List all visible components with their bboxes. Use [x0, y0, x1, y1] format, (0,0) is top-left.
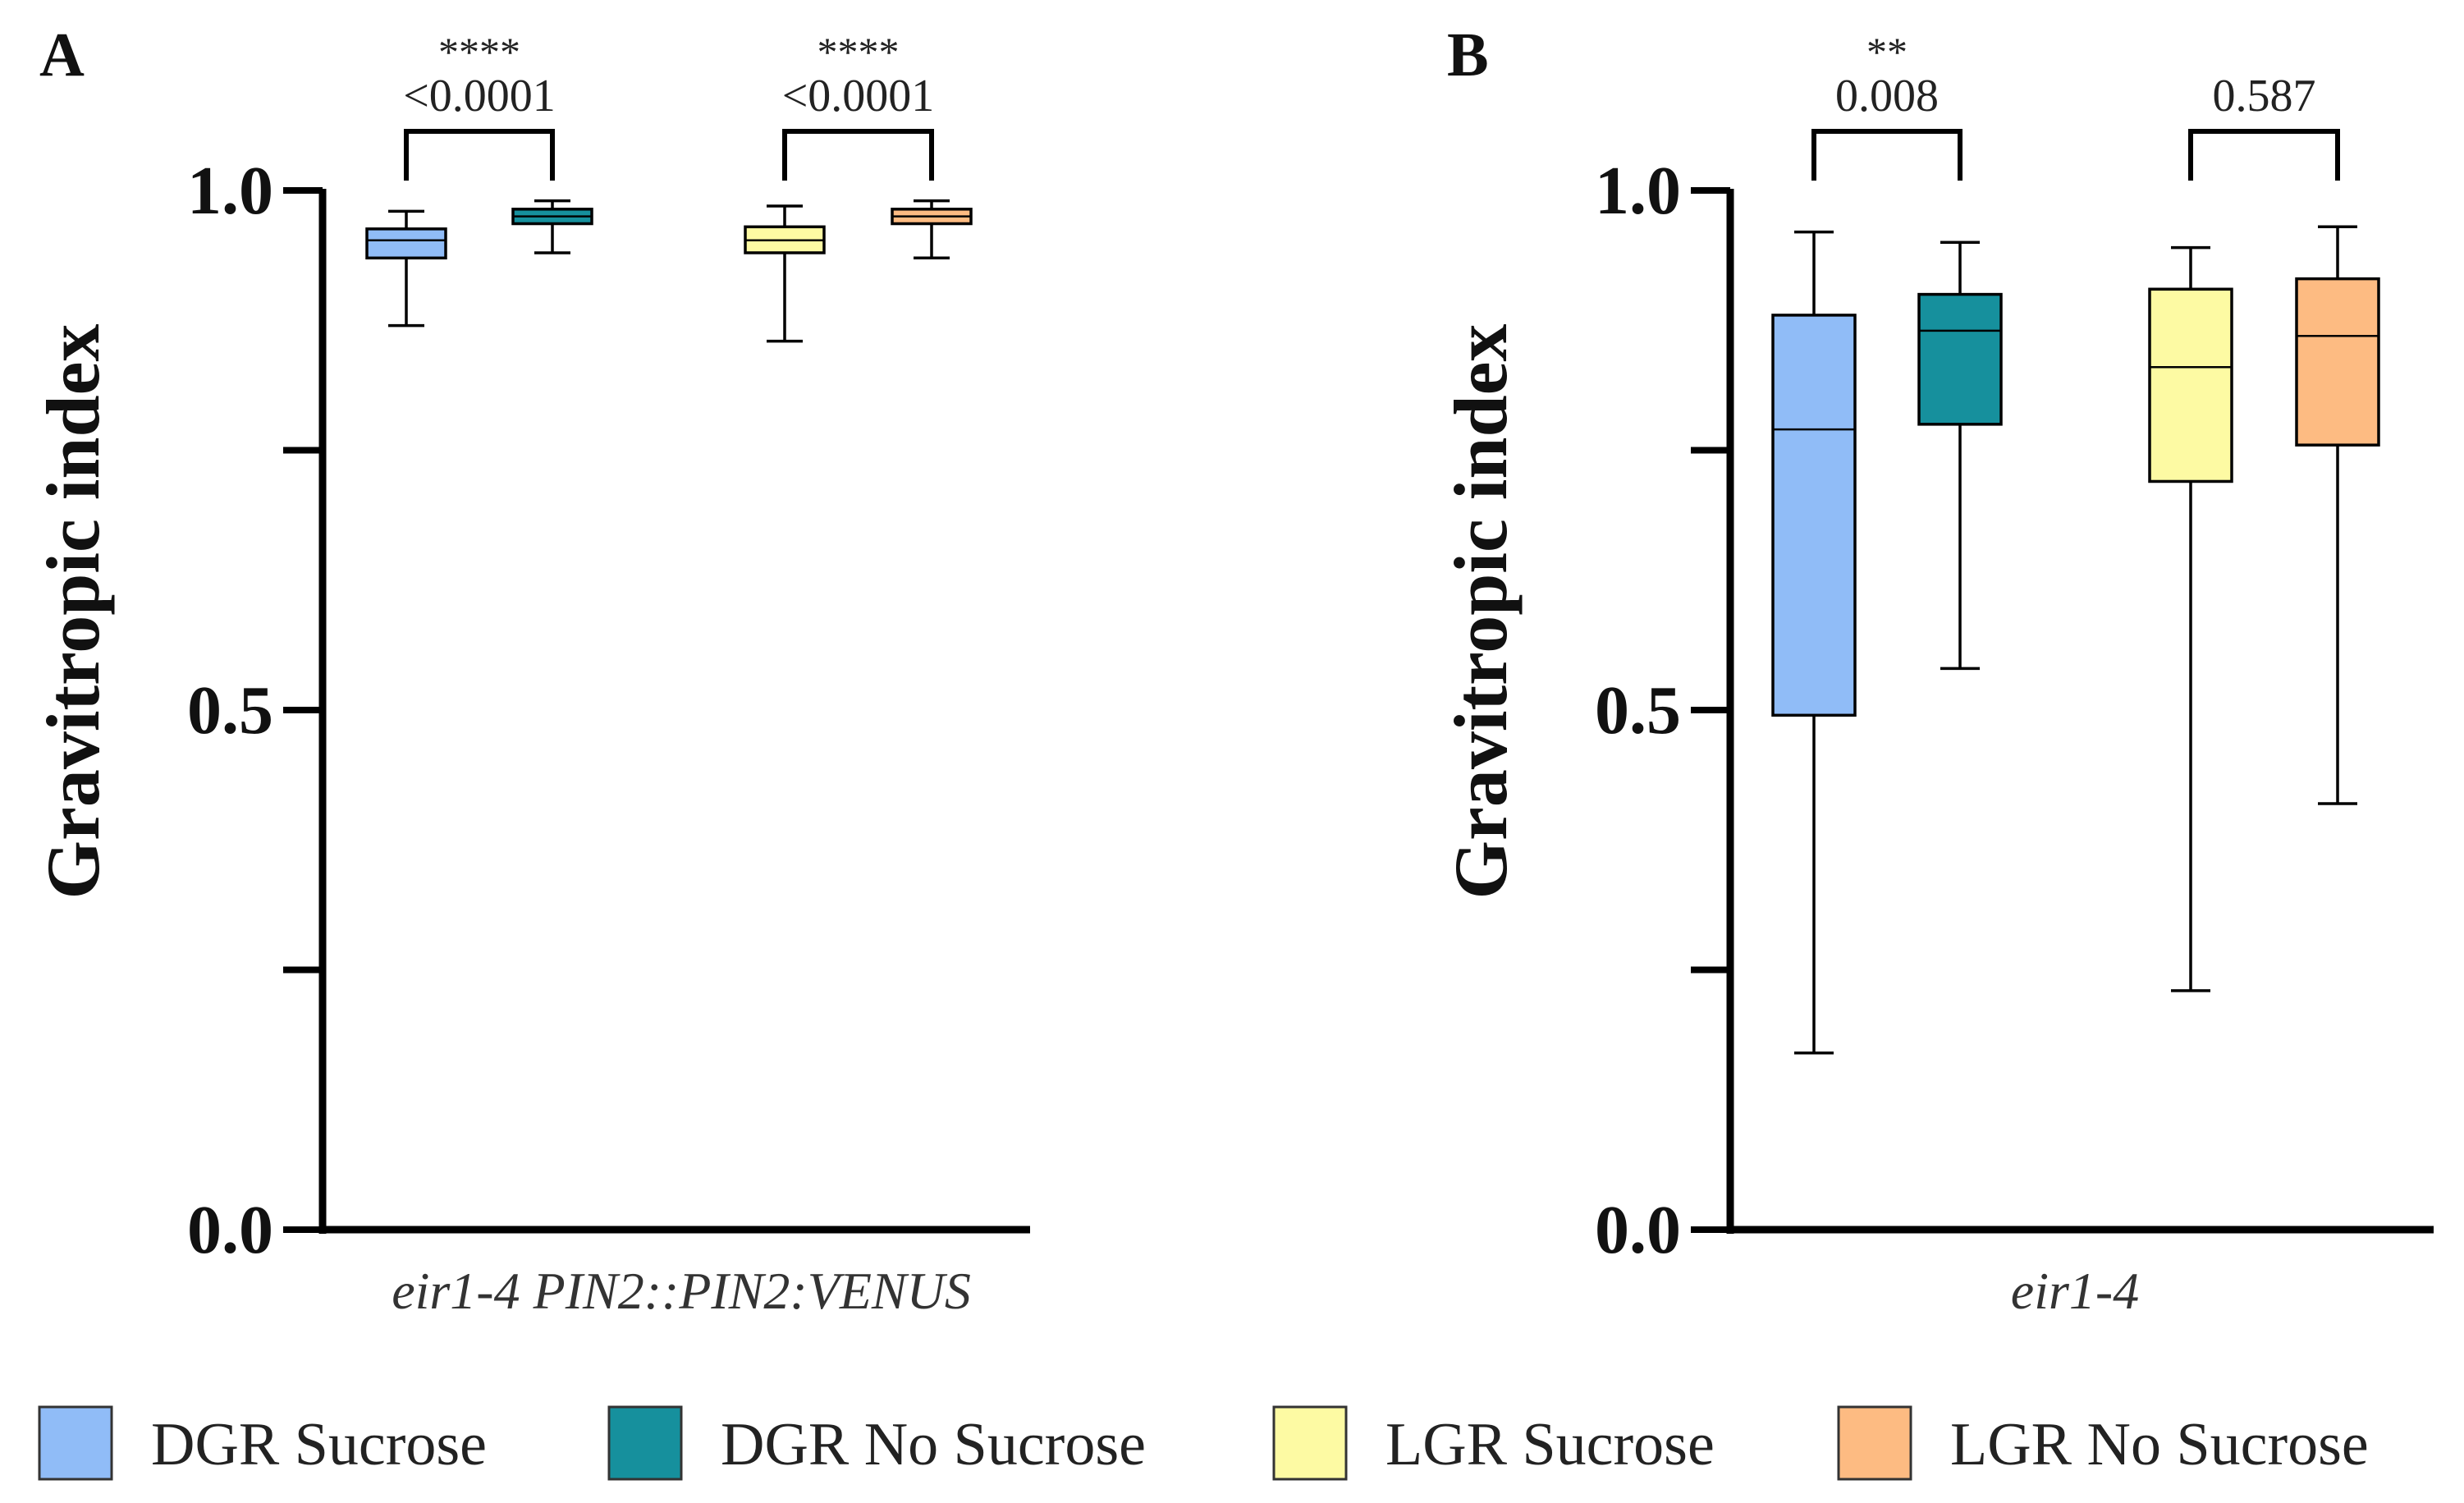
legend-label: DGR No Sucrose: [721, 1411, 1146, 1478]
panel-b: B Gravitropic index 0.0 0.5 1.0 eir1-4 0.008**…: [1439, 21, 2434, 1320]
legend: DGR Sucrose DGR No Sucrose LGR Sucrose LGR …: [38, 1405, 2369, 1481]
y-tick-label: 0.5: [187, 672, 273, 749]
y-axis-label: Gravitropic index: [31, 323, 115, 899]
legend-label: DGR Sucrose: [151, 1411, 487, 1478]
p-value-label: 0.587: [2213, 71, 2316, 121]
significance-bracket: [404, 129, 555, 181]
y-tick-label: 0.5: [1595, 672, 1681, 749]
significance-bracket: [2188, 129, 2340, 181]
y-axis-label: Gravitropic index: [1439, 323, 1523, 899]
y-tick-label: 0.0: [187, 1192, 273, 1268]
legend-label: LGR No Sucrose: [1950, 1411, 2369, 1478]
panel-letter: B: [1447, 21, 1489, 89]
p-value-label: <0.0001: [782, 71, 935, 121]
significance-stars: ****: [818, 29, 900, 75]
significance-stars: ****: [438, 29, 520, 75]
significance-bracket: [782, 129, 934, 181]
legend-swatch: [1837, 1405, 1912, 1481]
box-lgr-no-sucrose: [2295, 277, 2380, 447]
p-value-label: <0.0001: [403, 71, 556, 121]
box-dgr-no-sucrose: [1917, 292, 2003, 426]
legend-label: LGR Sucrose: [1385, 1411, 1715, 1478]
y-tick-label: 1.0: [1595, 153, 1681, 229]
box-dgr-sucrose: [365, 227, 447, 260]
legend-swatch: [607, 1405, 683, 1481]
significance-bracket: [1811, 129, 1962, 181]
x-axis-label: eir1-4: [2011, 1262, 2139, 1320]
y-tick-label: 1.0: [187, 153, 273, 229]
box-dgr-sucrose: [1771, 314, 1857, 717]
box-lgr-sucrose: [2148, 287, 2233, 483]
x-axis-label: eir1-4 PIN2::PIN2:VENUS: [392, 1262, 971, 1320]
panel-letter: A: [39, 21, 85, 89]
legend-swatch: [38, 1405, 113, 1481]
legend-swatch: [1272, 1405, 1348, 1481]
p-value-label: 0.008: [1835, 71, 1939, 121]
y-tick-label: 0.0: [1595, 1192, 1681, 1268]
significance-stars: **: [1866, 29, 1908, 75]
